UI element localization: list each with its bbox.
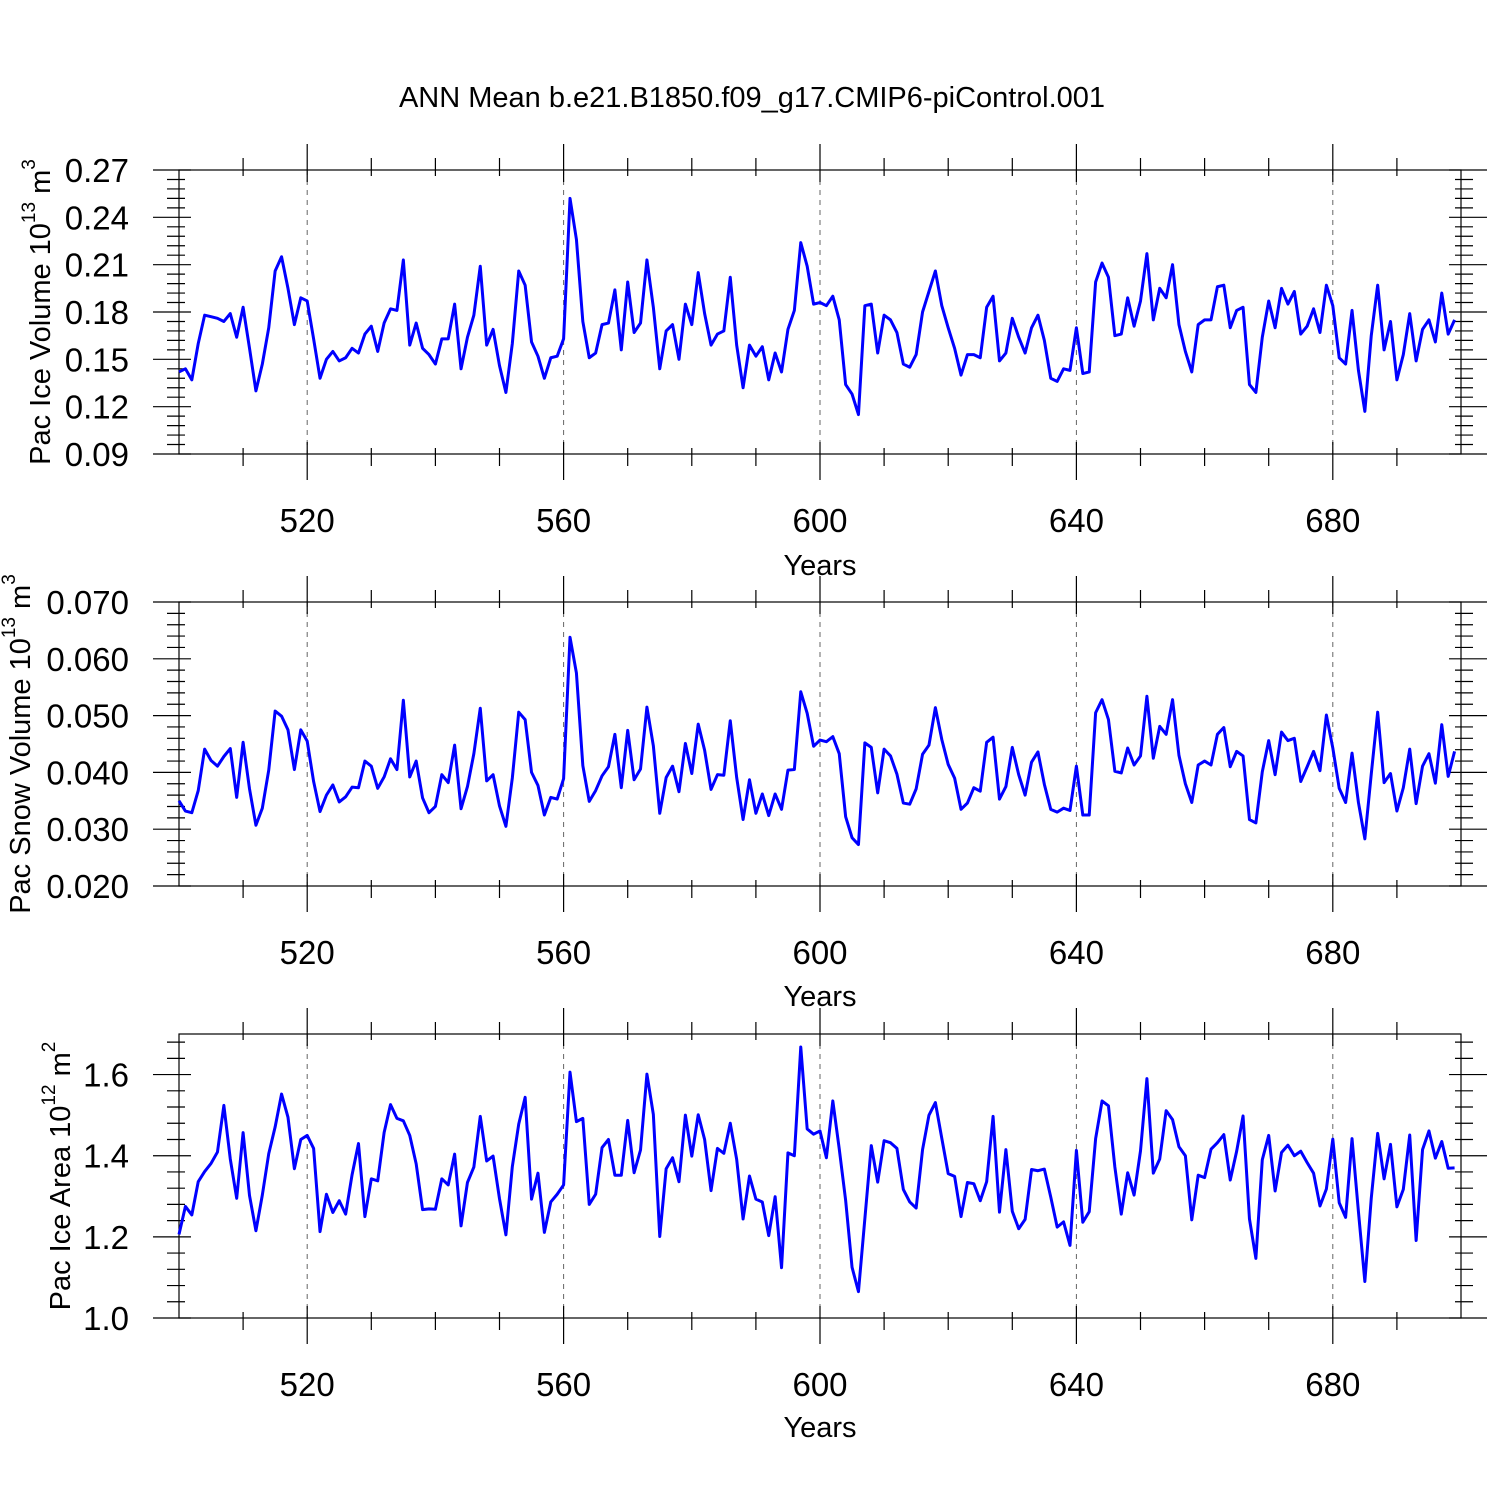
x-tick-label: 680 <box>1305 1366 1360 1403</box>
x-tick-label: 560 <box>536 502 591 539</box>
y-tick-label: 0.18 <box>65 294 129 331</box>
y-axis-label-unit-exponent: 3 <box>0 574 20 585</box>
x-tick-label: 520 <box>280 1366 335 1403</box>
x-tick-label: 680 <box>1305 934 1360 971</box>
x-tick-label: 640 <box>1049 1366 1104 1403</box>
figure-title: ANN Mean b.e21.B1850.f09_g17.CMIP6-piCon… <box>399 82 1105 114</box>
y-tick-label: 0.060 <box>46 641 129 678</box>
grid-lines <box>306 1034 1334 1318</box>
x-tick-label: 640 <box>1049 934 1104 971</box>
y-axis-label-main: Pac Ice Area 10 <box>45 1106 77 1311</box>
x-tick-label: 560 <box>536 934 591 971</box>
x-tick-label: 600 <box>792 934 847 971</box>
y-axis-label: Pac Ice Volume 1013 m3 <box>19 159 57 465</box>
series-line-pac-snow-volume <box>177 635 1457 847</box>
panel-pac-ice-volume: 0.09 0.12 0.15 0.18 0.21 0.24 0.27 520 560 600 64… <box>19 144 1487 582</box>
x-tick-label: 680 <box>1305 502 1360 539</box>
y-axis-label-unit: m <box>25 170 57 202</box>
plot-frame <box>178 601 1462 887</box>
x-tick-labels: 520 560 600 640 680 <box>280 1366 1361 1403</box>
y-tick-labels: 0.09 0.12 0.15 0.18 0.21 0.24 0.27 <box>65 152 129 473</box>
plot-frame <box>178 1033 1462 1319</box>
x-tick-label: 640 <box>1049 502 1104 539</box>
y-tick-label: 1.6 <box>83 1057 129 1094</box>
y-tick-label: 0.27 <box>65 152 129 189</box>
x-tick-label: 520 <box>280 934 335 971</box>
y-tick-label: 0.020 <box>46 868 129 905</box>
x-axis-label: Years <box>783 1412 856 1444</box>
y-axis-label-exponent: 13 <box>0 617 20 638</box>
x-tick-label: 520 <box>280 502 335 539</box>
y-axis-label: Pac Ice Area 1012 m2 <box>39 1042 77 1311</box>
y-tick-label: 1.0 <box>83 1300 129 1337</box>
major-ticks <box>153 1008 1487 1344</box>
y-axis-label-unit-exponent: 3 <box>19 159 40 170</box>
y-tick-label: 0.070 <box>46 584 129 621</box>
y-axis-label-exponent: 12 <box>39 1084 60 1105</box>
y-axis-label: Pac Snow Volume 1013 m3 <box>0 574 37 914</box>
y-tick-label: 0.09 <box>65 436 129 473</box>
plot-frame <box>178 169 1462 455</box>
y-axis-label-unit-exponent: 2 <box>39 1042 60 1053</box>
panel-pac-snow-volume: 0.020 0.030 0.040 0.050 0.060 0.070 520 560 600… <box>0 574 1487 1013</box>
y-tick-label: 0.24 <box>65 199 129 236</box>
x-tick-label: 600 <box>792 502 847 539</box>
y-tick-label: 0.040 <box>46 754 129 791</box>
series-line-pac-ice-volume <box>178 196 1456 417</box>
x-tick-labels: 520 560 600 640 680 <box>280 934 1361 971</box>
y-tick-label: 0.15 <box>65 341 129 378</box>
y-tick-label: 0.12 <box>65 389 129 426</box>
y-axis-label-main: Pac Snow Volume 10 <box>5 638 37 914</box>
x-tick-labels: 520 560 600 640 680 <box>280 502 1361 539</box>
x-tick-label: 560 <box>536 1366 591 1403</box>
y-tick-labels: 1.0 1.2 1.4 1.6 <box>83 1057 129 1337</box>
y-tick-label: 0.21 <box>65 247 129 284</box>
y-axis-label-main: Pac Ice Volume 10 <box>25 223 57 465</box>
y-tick-label: 1.4 <box>83 1138 129 1175</box>
x-tick-label: 600 <box>792 1366 847 1403</box>
y-tick-label: 0.050 <box>46 698 129 735</box>
y-tick-label: 1.2 <box>83 1219 129 1256</box>
series-line-pac-ice-area <box>177 1045 1455 1294</box>
minor-ticks <box>167 1022 1473 1330</box>
panel-pac-ice-area: 1.0 1.2 1.4 1.6 520 560 600 640 680 Years Pac I… <box>39 1008 1487 1444</box>
minor-ticks <box>167 590 1473 898</box>
y-tick-label: 0.030 <box>46 811 129 848</box>
x-axis-label: Years <box>783 981 856 1013</box>
y-axis-label-unit: m <box>45 1052 77 1084</box>
minor-ticks <box>167 158 1473 466</box>
y-axis-label-unit: m <box>5 585 37 617</box>
y-tick-labels: 0.020 0.030 0.040 0.050 0.060 0.070 <box>46 584 129 905</box>
y-axis-label-exponent: 13 <box>19 202 40 223</box>
